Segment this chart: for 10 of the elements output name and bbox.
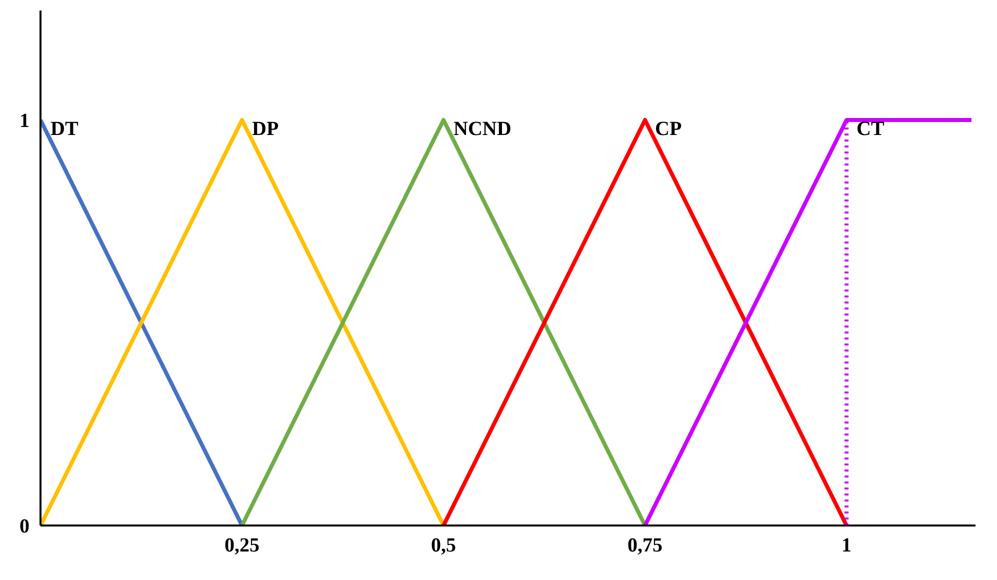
x-tick-label: 0,25 <box>224 534 260 556</box>
x-tick-label: 0,75 <box>628 534 663 556</box>
series-label: CP <box>655 118 682 140</box>
series-label: NCND <box>454 118 512 140</box>
series-label: CT <box>856 118 885 140</box>
series-label: DT <box>50 118 79 140</box>
y-tick-label: 0 <box>20 516 30 538</box>
series-label: DP <box>252 118 279 140</box>
x-tick-label: 0,5 <box>431 534 456 556</box>
x-tick-label: 1 <box>842 534 852 556</box>
